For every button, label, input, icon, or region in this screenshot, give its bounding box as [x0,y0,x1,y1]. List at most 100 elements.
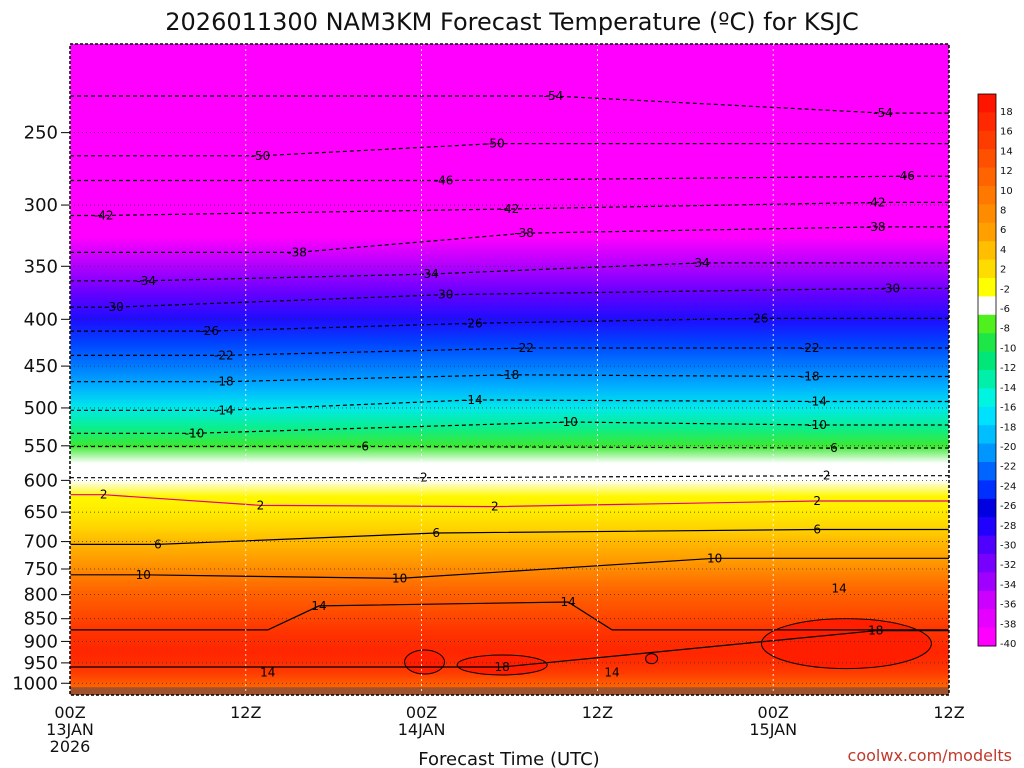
time-tick-label: 00Z [406,703,437,722]
colorbar-swatch [978,388,996,408]
warm-pocket [404,649,446,675]
contour-label: -46 [434,173,454,187]
colorbar-label: -24 [1000,481,1016,492]
contour-label: -10 [185,426,205,440]
contour-label: 14 [604,665,619,679]
contour-label: 2 [813,494,821,508]
colorbar-swatch [978,296,996,316]
contour-label: -22 [514,341,534,355]
contour-label: -26 [749,311,769,325]
colorbar-swatch [978,609,996,629]
credit-text: coolwx.com/modelts [848,746,1012,765]
contour-label: -22 [214,348,234,362]
pressure-tick-label: 600 [24,470,58,491]
colorbar-label: -26 [1000,501,1016,512]
plot-area: -54-54-50-50-46 -46-42 -42 -42-38-38 -38-34-… [69,43,950,696]
contour-label: -50 [251,149,271,163]
ground-band [70,687,949,695]
contour-label: -18 [800,370,820,384]
pressure-tick-label: 250 [24,123,58,144]
contour-line [70,557,949,580]
contour-label: 14 [311,599,326,613]
contour-line [70,262,949,282]
time-tick-label: 00Z [758,703,789,722]
colorbar-swatch [978,314,996,334]
contour-label: -26 [199,324,219,338]
time-tick-label: 2026 [50,737,91,756]
contour-label: -30 [881,281,901,295]
contour-label: 6 [813,522,821,536]
colorbar-swatch [978,462,996,481]
time-tick-label: 12Z [582,703,613,722]
colorbar-swatch [978,406,996,426]
colorbar-label: 2 [1000,265,1006,276]
contour-label: -38 [866,220,886,234]
colorbar-label: -20 [1000,442,1016,453]
x-axis-label: Forecast Time (UTC) [418,749,599,768]
contour-label: 14 [560,595,575,609]
colorbar-label: -6 [1000,304,1010,315]
colorbar-label: -36 [1000,600,1016,611]
contour-label: -34 [690,256,710,270]
colorbar-swatch [978,167,996,187]
contour-label: -14 [214,403,234,417]
colorbar-swatch [978,186,996,205]
contour-label: 2 [491,500,499,514]
colorbar-swatch [978,554,996,573]
colorbar-swatch [978,535,996,555]
contour-label: -38 [514,226,534,240]
pressure-tick-label: 700 [24,532,58,553]
contour-label: -38 [287,245,307,259]
time-tick-label: 14JAN [398,720,446,739]
contour-label: -26 [463,316,483,330]
colorbar-label: -38 [1000,619,1016,630]
chart-title: 2026011300 NAM3KM Forecast Temperature (… [165,8,858,36]
contour-label: 2 [257,498,265,512]
contour-label: -22 [800,341,820,355]
colorbar-swatch [978,351,996,371]
pressure-tick-label: 350 [24,256,58,277]
contour-label: -42 [94,209,114,223]
contour-line [70,445,949,449]
colorbar-label: -32 [1000,560,1016,571]
colorbar-label: -30 [1000,540,1016,551]
time-tick-label: 00Z [54,703,85,722]
contour-label: -34 [136,274,156,288]
contour-label: -30 [104,300,124,314]
contour-label: 6 [432,526,440,540]
contour-line [70,287,949,308]
contour-label: -42 [500,202,520,216]
colorbar-swatch [978,241,996,261]
colorbar-swatch [978,222,996,242]
colorbar-label: 10 [1000,186,1013,197]
contour-label: -6 [826,441,838,455]
colorbar-swatch [978,259,996,279]
colorbar-swatch [978,627,996,647]
contour-label: -10 [558,415,578,429]
colorbar-label: -18 [1000,422,1016,433]
contour-line [70,421,949,434]
colorbar-swatch [978,94,996,113]
colorbar-label: -22 [1000,462,1016,473]
contour-line [70,494,949,508]
temperature-field [70,44,949,695]
contour-line [70,143,949,157]
colorbar-label: -16 [1000,403,1016,414]
contour-line [70,630,949,668]
contour-label: -54 [544,89,564,103]
colorbar-label: 16 [1000,127,1013,138]
contour-label: 18 [495,660,510,674]
pressure-tick-label: 900 [24,631,58,652]
pressure-tick-label: 300 [24,195,58,216]
colorbar-swatch [978,425,996,445]
colorbar-swatch [978,130,996,150]
colorbar-label: -8 [1000,324,1010,335]
time-tick-label: 12Z [230,703,261,722]
time-tick-label: 12Z [933,703,964,722]
colorbar-swatch [978,517,996,537]
warm-pocket [760,618,932,670]
contour-line [70,317,949,332]
colorbar-label: -12 [1000,363,1016,374]
contour-label: 10 [136,568,151,582]
